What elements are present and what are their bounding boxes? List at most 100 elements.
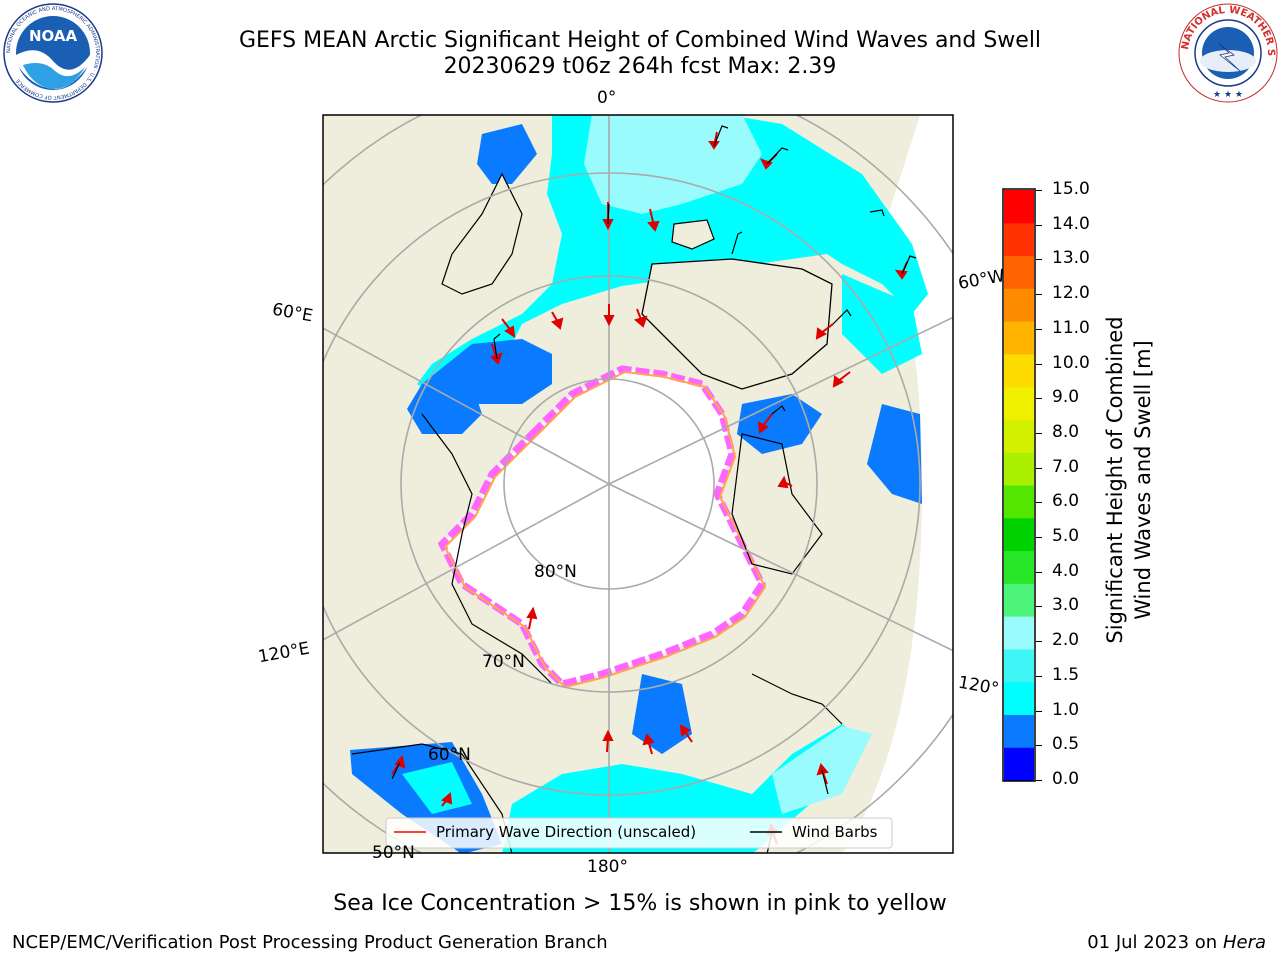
colorbar-swatch	[1004, 517, 1034, 552]
alaska-coast	[751, 673, 843, 725]
colorbar-tick-label: 5.0	[1052, 526, 1080, 547]
colorbar-swatch	[1004, 747, 1034, 781]
siberia-coast	[421, 413, 553, 685]
colorbar-tick-mark	[1036, 641, 1042, 643]
outside-domain-area	[842, 115, 953, 853]
lat-label-80n: 80°N	[534, 562, 577, 582]
colorbar-swatch	[1004, 550, 1034, 584]
wind-barbs-legend-label: Wind Barbs	[792, 823, 878, 841]
colorbar-tick-mark	[1036, 675, 1042, 677]
hudson-region-waves	[867, 404, 922, 504]
colorbar-swatch	[1004, 190, 1034, 224]
baltic-wave-field	[477, 124, 537, 184]
canada-arctic-coast	[731, 433, 823, 575]
sea-ice-edge	[437, 365, 767, 688]
colorbar-swatch	[1004, 583, 1034, 617]
colorbar-tick-label: 0.0	[1052, 769, 1080, 789]
lat-label-50n: 50°N	[372, 843, 415, 863]
colorbar-tick-label: 2.0	[1052, 630, 1080, 651]
colorbar-swatch	[1004, 452, 1034, 486]
footer-date: 01 Jul 2023 on Hera	[1087, 932, 1266, 953]
noaa-logo-text: NOAA	[29, 27, 78, 45]
colorbar-tick-label: 13.0	[1052, 248, 1090, 269]
colorbar-tick-mark	[1036, 328, 1042, 330]
colorbar-label-line2: Wind Waves and Swell [m]	[1131, 340, 1155, 620]
lat-label-70n: 70°N	[482, 652, 525, 672]
colorbar-tick-mark	[1036, 710, 1042, 712]
colorbar-tick-label: 10.0	[1052, 352, 1090, 373]
lat-label-60n: 60°N	[428, 745, 471, 765]
colorbar-tick-label: 1.0	[1052, 699, 1080, 720]
sea-ice-edge-outer	[443, 370, 767, 689]
noaa-logo: NOAA NATIONAL OCEANIC AND ATMOSPHERIC AD…	[3, 3, 103, 103]
nws-logo: NATIONAL WEATHER SERVICE ★ ★ ★	[1178, 3, 1278, 103]
lon-label-0: 0°	[597, 88, 617, 108]
colorbar-tick-label: 4.0	[1052, 560, 1080, 581]
colorbar-tick-label: 1.5	[1052, 664, 1080, 685]
colorbar-tick-label: 7.0	[1052, 456, 1080, 477]
colorbar-tick-label: 15.0	[1052, 179, 1090, 199]
labrador-sea-waves	[842, 274, 922, 374]
colorbar-tick-mark	[1036, 259, 1042, 261]
colorbar-swatch	[1004, 485, 1034, 519]
colorbar-swatch	[1004, 681, 1034, 715]
colorbar-swatch	[1004, 321, 1034, 355]
colorbar-tick-label: 3.0	[1052, 595, 1080, 616]
lon-label-60e: 60°E	[270, 299, 315, 327]
colorbar-tick-mark	[1036, 224, 1042, 226]
chart-title: GEFS MEAN Arctic Significant Height of C…	[238, 28, 1042, 53]
map-frame	[322, 114, 954, 854]
lon-label-120e: 120°E	[256, 638, 312, 668]
colorbar-tick-label: 11.0	[1052, 317, 1090, 338]
colorbar-swatch	[1004, 255, 1034, 289]
colorbar-swatch	[1004, 419, 1034, 453]
footer-host: Hera	[1222, 932, 1266, 953]
lon-label-180: 180°	[587, 857, 628, 877]
baffin-bay-waves	[737, 394, 822, 454]
colorbar-tick-label: 9.0	[1052, 387, 1080, 408]
polar-map: Primary Wave Direction (unscaled) Wind B…	[322, 114, 954, 854]
colorbar-tick-mark	[1036, 571, 1042, 573]
colorbar	[1002, 188, 1036, 782]
colorbar-swatch	[1004, 386, 1034, 420]
lon-label-120w: 120°	[956, 672, 1001, 700]
colorbar-tick-mark	[1036, 432, 1042, 434]
map-legend: Primary Wave Direction (unscaled) Wind B…	[385, 817, 893, 849]
colorbar-tick-label: 14.0	[1052, 213, 1090, 234]
footer-date-text: 01 Jul 2023 on	[1087, 932, 1218, 953]
iceland-coast	[671, 219, 715, 250]
kara-sea-waves	[407, 384, 482, 434]
colorbar-tick-mark	[1036, 398, 1042, 400]
wave-direction-legend-label: Primary Wave Direction (unscaled)	[436, 823, 696, 841]
graticule	[323, 115, 953, 853]
nws-star-icon: ★ ★ ★	[1213, 90, 1243, 100]
colorbar-tick-label: 0.5	[1052, 734, 1080, 755]
colorbar-tick-label: 12.0	[1052, 283, 1090, 304]
colorbar-swatch	[1004, 616, 1034, 650]
colorbar-tick-mark	[1036, 363, 1042, 365]
colorbar-tick-label: 8.0	[1052, 421, 1080, 442]
footer-branch: NCEP/EMC/Verification Post Processing Pr…	[12, 932, 608, 953]
atlantic-wave-field	[417, 115, 928, 394]
colorbar-tick-mark	[1036, 467, 1042, 469]
nordic-sea-swell	[584, 115, 762, 214]
colorbar-tick-label: 6.0	[1052, 491, 1080, 512]
colorbar-label: Significant Height of Combined Wind Wave…	[1103, 316, 1155, 643]
colorbar-swatch	[1004, 714, 1034, 748]
colorbar-swatch	[1004, 222, 1034, 257]
colorbar-swatch	[1004, 648, 1034, 683]
colorbar-label-line1: Significant Height of Combined	[1103, 316, 1127, 643]
colorbar-tick-mark	[1036, 780, 1042, 781]
colorbar-tick-mark	[1036, 502, 1042, 504]
colorbar-tick-mark	[1036, 745, 1042, 747]
colorbar-tick-mark	[1036, 294, 1042, 296]
colorbar-tick-mark	[1036, 537, 1042, 539]
sea-ice-note: Sea Ice Concentration > 15% is shown in …	[333, 891, 947, 916]
okhotsk-sea-swell	[402, 762, 472, 814]
colorbar-tick-mark	[1036, 190, 1042, 191]
colorbar-tick-mark	[1036, 606, 1042, 608]
colorbar-swatch	[1004, 353, 1034, 388]
colorbar-swatch	[1004, 288, 1034, 322]
chart-subtitle: 20230629 t06z 264h fcst Max: 2.39	[443, 54, 837, 79]
lon-label-60w: 60°W	[956, 266, 1007, 294]
